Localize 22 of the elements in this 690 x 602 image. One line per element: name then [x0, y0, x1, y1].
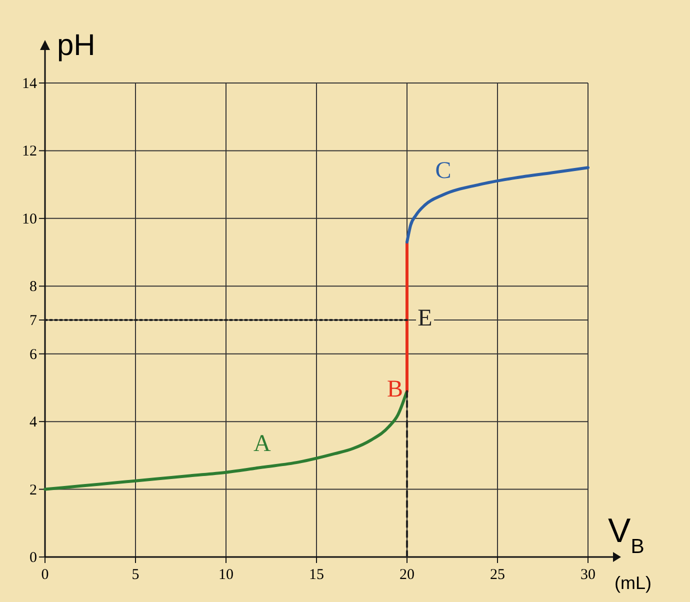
- y-axis-title: pH: [57, 29, 96, 62]
- y-tick-label: 4: [30, 414, 38, 431]
- x-tick-label: 10: [218, 567, 234, 583]
- annotation: E: [418, 306, 432, 332]
- x-tick-label: 25: [490, 567, 505, 583]
- y-tick-label: 12: [22, 144, 37, 160]
- x-tick-label: 30: [580, 567, 596, 583]
- y-tick-label: 2: [30, 482, 37, 498]
- y-tick-label: 7: [30, 313, 38, 329]
- annotation: A: [254, 430, 272, 457]
- x-tick-label: 15: [309, 567, 324, 583]
- y-tick-label: 0: [30, 550, 37, 566]
- y-tick-label: 6: [30, 346, 38, 363]
- x-tick-label: 5: [132, 567, 140, 583]
- y-tick-label: 10: [22, 211, 37, 228]
- x-axis-title: V$_{B}$ (mL): [608, 512, 652, 593]
- y-tick-label: 14: [22, 76, 38, 92]
- x-tick-label: 20: [400, 567, 414, 583]
- annotation: C: [435, 158, 452, 184]
- y-tick-label: 8: [30, 279, 37, 296]
- annotation: B: [386, 376, 404, 403]
- x-tick-label: 0: [41, 567, 49, 583]
